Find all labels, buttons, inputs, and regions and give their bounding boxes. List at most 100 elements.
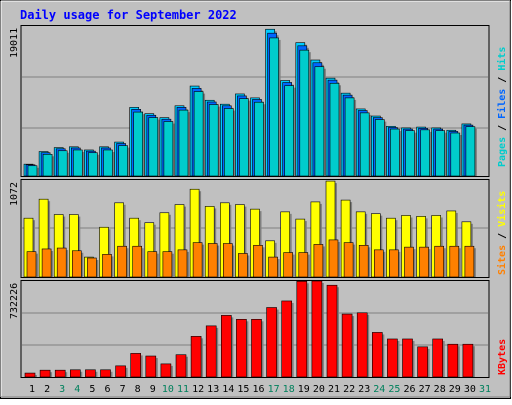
- sites-bar: [56, 247, 67, 278]
- kbytes-bar: [24, 372, 36, 378]
- kbytes-bar: [160, 363, 172, 378]
- kbytes-bar: [266, 307, 277, 378]
- sites-bar: [328, 239, 339, 278]
- pages-bar: [465, 126, 476, 177]
- pages-bar: [73, 149, 83, 177]
- pages-bar: [118, 145, 128, 177]
- pages-bar: [450, 132, 461, 177]
- kbytes-bar: [462, 343, 474, 378]
- kbytes-bar: [85, 369, 96, 378]
- sites-bar: [253, 245, 263, 278]
- x-tick-label: 3: [59, 384, 65, 395]
- x-tick-label: 6: [104, 384, 110, 395]
- legend-sep: /: [497, 227, 508, 245]
- pages-bar: [269, 37, 279, 177]
- kbytes-bar: [356, 312, 368, 378]
- kbytes-bar: [341, 313, 353, 378]
- sites-bar: [373, 249, 384, 278]
- x-tick-label: 2: [44, 384, 50, 395]
- sites-bar: [147, 251, 158, 278]
- pages-bar: [435, 130, 446, 177]
- x-tick-label: 26: [403, 384, 415, 395]
- x-tick-label: 7: [120, 384, 126, 395]
- hits-ymax-label: 19011: [9, 28, 20, 58]
- sites-bar: [207, 243, 218, 278]
- pages-bar: [344, 97, 355, 177]
- kbytes-bar: [371, 332, 383, 378]
- x-tick-label: 31: [479, 384, 491, 395]
- sites-bar: [238, 253, 248, 278]
- pages-bar: [193, 91, 204, 177]
- sites-bar: [192, 242, 203, 278]
- sites-bar: [268, 256, 278, 278]
- sites-bar: [389, 249, 399, 278]
- pages-bar: [329, 82, 340, 177]
- kbytes-bar: [447, 343, 459, 378]
- x-axis-labels: 1 2 3 4 5 6 7 8 9 10 11 12 13 14 15 16 17 18 19 20 21 22 23 24 2…: [29, 384, 491, 395]
- kbytes-bar: [145, 355, 157, 378]
- sites-bar: [419, 246, 429, 278]
- bars-layer: [23, 28, 477, 378]
- kbytes-bar: [236, 319, 247, 378]
- sites-bar: [283, 252, 294, 278]
- x-tick-label: 27: [419, 384, 431, 395]
- legend-pages: Pages: [497, 137, 508, 167]
- sites-bar: [72, 250, 82, 278]
- hits-legend: Pages / Files / Hits: [496, 47, 508, 167]
- sites-bar: [434, 245, 445, 278]
- pages-bar: [299, 49, 310, 177]
- pages-bar: [27, 165, 38, 177]
- pages-bar: [359, 112, 370, 177]
- x-tick-label: 23: [358, 384, 370, 395]
- x-tick-label: 16: [252, 384, 264, 395]
- kbytes-bar: [251, 319, 262, 378]
- legend-files: Files: [496, 89, 508, 119]
- legend-sep: /: [497, 71, 508, 89]
- sites-bar: [343, 242, 354, 278]
- pages-bar: [374, 119, 385, 177]
- visits-ymax-label: 1072: [9, 182, 20, 206]
- sites-bar: [358, 245, 369, 278]
- pages-bar: [208, 104, 219, 177]
- kbytes-bar: [311, 280, 323, 378]
- sites-bar: [313, 244, 324, 278]
- visits-legend: Sites / Visits: [496, 191, 508, 275]
- kbytes-bar: [296, 280, 308, 378]
- pages-bar: [103, 149, 113, 177]
- pages-bar: [254, 101, 264, 177]
- sites-bar: [449, 245, 460, 278]
- x-tick-label: 11: [177, 384, 189, 395]
- x-tick-label: 4: [74, 384, 80, 395]
- kbytes-bar: [417, 346, 428, 378]
- sites-bar: [177, 249, 188, 278]
- sites-bar: [223, 243, 233, 278]
- pages-bar: [224, 108, 234, 177]
- kbytes-bar: [281, 300, 293, 378]
- x-tick-label: 12: [192, 384, 204, 395]
- pages-bar: [133, 111, 143, 177]
- sites-bar: [87, 257, 97, 278]
- x-tick-label: 15: [237, 384, 249, 395]
- kbytes-ymax-label: 732226: [9, 283, 20, 319]
- pages-bar: [390, 128, 400, 177]
- x-tick-label: 17: [268, 384, 280, 395]
- pages-bar: [420, 129, 430, 177]
- sites-bar: [132, 245, 142, 278]
- pages-bar: [148, 117, 159, 177]
- x-tick-label: 8: [135, 384, 141, 395]
- pages-bar: [314, 66, 325, 177]
- kbytes-bar: [115, 365, 126, 378]
- kbytes-legend: KBytes: [497, 339, 508, 375]
- x-tick-label: 9: [150, 384, 156, 395]
- sites-bar: [404, 246, 414, 278]
- sites-bar: [162, 251, 173, 278]
- kbytes-bar: [402, 338, 413, 378]
- kbytes-bar: [432, 338, 444, 378]
- x-tick-label: 19: [298, 384, 310, 395]
- kbytes-bar: [190, 336, 202, 378]
- sites-bar: [117, 245, 127, 278]
- pages-bar: [284, 85, 295, 177]
- pages-bar: [239, 98, 249, 177]
- x-tick-label: 24: [373, 384, 385, 395]
